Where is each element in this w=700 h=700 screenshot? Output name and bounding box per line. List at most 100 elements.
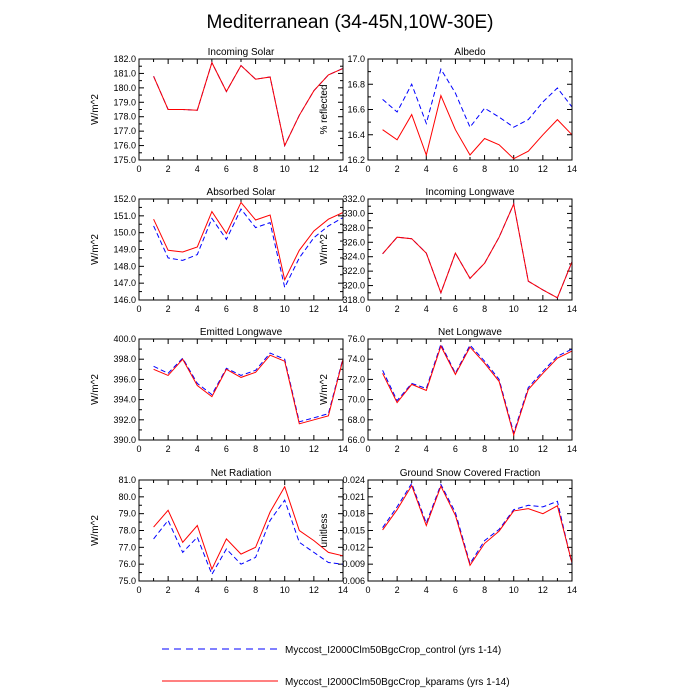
x-tick-label: 14: [338, 585, 348, 595]
y-tick-label: 0.018: [342, 509, 365, 519]
panel-title: Emitted Longwave: [200, 327, 283, 338]
y-tick-label: 390.0: [113, 435, 136, 445]
y-tick-label: 394.0: [113, 395, 136, 405]
panel-5: Emitted Longwave W/m^2 0 2 4 6 8 10 12 14 390.0 392…: [90, 327, 348, 454]
y-tick-label: 322.0: [342, 266, 365, 276]
x-tick-label: 10: [509, 585, 519, 595]
x-tick-label: 8: [482, 585, 487, 595]
panel-3: Absorbed Solar W/m^2 0 2 4 6 8 10 12 14 146.0 147.0…: [90, 187, 348, 314]
x-tick-label: 6: [453, 444, 458, 454]
x-tick-label: 14: [338, 304, 348, 314]
figure-title: Mediterranean (34-45N,10W-30E): [207, 12, 494, 33]
y-tick-label: 68.0: [347, 415, 365, 425]
legend-label-kparams: Myccost_I2000Clm50BgcCrop_kparams (yrs 1…: [285, 677, 510, 688]
y-tick-label: 178.0: [113, 112, 136, 122]
x-tick-label: 0: [136, 304, 141, 314]
plot-frame: [367, 58, 573, 161]
y-tick-label: 324.0: [342, 252, 365, 262]
y-tick-label: 147.0: [113, 278, 136, 288]
x-tick-label: 14: [567, 585, 577, 595]
y-tick-label: 330.0: [342, 208, 365, 218]
x-tick-label: 6: [453, 304, 458, 314]
x-tick-label: 14: [567, 444, 577, 454]
series-line-kparams: [153, 485, 344, 571]
x-tick-label: 4: [195, 444, 200, 454]
y-tick-label: 0.024: [342, 475, 365, 485]
x-tick-label: 4: [195, 304, 200, 314]
x-tick-label: 8: [482, 444, 487, 454]
plot-frame: [138, 198, 344, 301]
x-tick-label: 0: [136, 585, 141, 595]
x-tick-label: 14: [338, 164, 348, 174]
y-axis-label: W/m^2: [90, 234, 101, 265]
panel-7: Net Radiation W/m^2 0 2 4 6 8 10 12 14 75.0 76.0 77.…: [90, 468, 348, 595]
x-tick-label: 2: [395, 304, 400, 314]
series-line-control: [382, 482, 573, 565]
x-tick-label: 0: [365, 444, 370, 454]
series-line-kparams: [153, 354, 344, 425]
y-tick-label: 75.0: [118, 576, 136, 586]
x-tick-label: 8: [253, 585, 258, 595]
plot-frame: [367, 198, 573, 301]
y-tick-label: 0.012: [342, 542, 365, 552]
y-axis-label: W/m^2: [90, 515, 101, 546]
x-tick-label: 0: [136, 164, 141, 174]
legend-label-control: Myccost_I2000Clm50BgcCrop_control (yrs 1…: [285, 645, 501, 656]
x-tick-label: 2: [166, 304, 171, 314]
x-tick-label: 6: [453, 164, 458, 174]
x-tick-label: 14: [567, 164, 577, 174]
plot-frame: [367, 338, 573, 441]
y-axis-label: W/m^2: [319, 374, 330, 405]
panel-1: Incoming Solar W/m^2 0 2 4 6 8 10 12 14 175.0 176.0…: [90, 47, 348, 174]
x-tick-label: 12: [538, 444, 548, 454]
y-tick-label: 78.0: [118, 526, 136, 536]
y-tick-label: 320.0: [342, 281, 365, 291]
x-tick-label: 12: [309, 304, 319, 314]
x-tick-label: 10: [280, 585, 290, 595]
panel-title: Absorbed Solar: [207, 187, 277, 198]
x-tick-label: 10: [509, 304, 519, 314]
x-tick-label: 8: [482, 304, 487, 314]
y-axis-label: W/m^2: [319, 234, 330, 265]
x-tick-label: 8: [482, 164, 487, 174]
panel-title: Incoming Solar: [208, 47, 275, 58]
series-line-kparams: [153, 201, 344, 282]
x-tick-label: 4: [424, 444, 429, 454]
x-tick-label: 10: [509, 444, 519, 454]
x-tick-label: 0: [365, 585, 370, 595]
x-tick-label: 12: [538, 304, 548, 314]
y-tick-label: 392.0: [113, 415, 136, 425]
y-tick-label: 79.0: [118, 509, 136, 519]
x-tick-label: 12: [309, 585, 319, 595]
x-tick-label: 8: [253, 304, 258, 314]
panel-8: Ground Snow Covered Fraction unitless 0 2 4 6…: [319, 468, 577, 595]
series-line-kparams: [382, 344, 573, 437]
y-tick-label: 76.0: [347, 334, 365, 344]
x-tick-label: 4: [424, 304, 429, 314]
x-tick-label: 6: [224, 304, 229, 314]
x-tick-label: 6: [453, 585, 458, 595]
y-tick-label: 176.0: [113, 141, 136, 151]
x-tick-label: 14: [567, 304, 577, 314]
x-tick-label: 0: [136, 444, 141, 454]
plot-frame: [138, 479, 344, 582]
x-tick-label: 10: [280, 164, 290, 174]
x-tick-label: 4: [195, 164, 200, 174]
y-tick-label: 182.0: [113, 54, 136, 64]
y-tick-label: 151.0: [113, 211, 136, 221]
x-tick-label: 6: [224, 444, 229, 454]
y-tick-label: 80.0: [118, 492, 136, 502]
y-tick-label: 177.0: [113, 126, 136, 136]
chart-panels: Incoming Solar W/m^2 0 2 4 6 8 10 12 14 175.0 176.0…: [90, 47, 577, 595]
x-tick-label: 10: [509, 164, 519, 174]
panel-title: Incoming Longwave: [426, 187, 515, 198]
series-line-kparams: [382, 94, 573, 160]
x-tick-label: 12: [538, 585, 548, 595]
x-tick-label: 8: [253, 164, 258, 174]
y-tick-label: 74.0: [347, 354, 365, 364]
y-tick-label: 180.0: [113, 83, 136, 93]
x-tick-label: 0: [365, 304, 370, 314]
x-tick-label: 12: [538, 164, 548, 174]
y-tick-label: 318.0: [342, 295, 365, 305]
